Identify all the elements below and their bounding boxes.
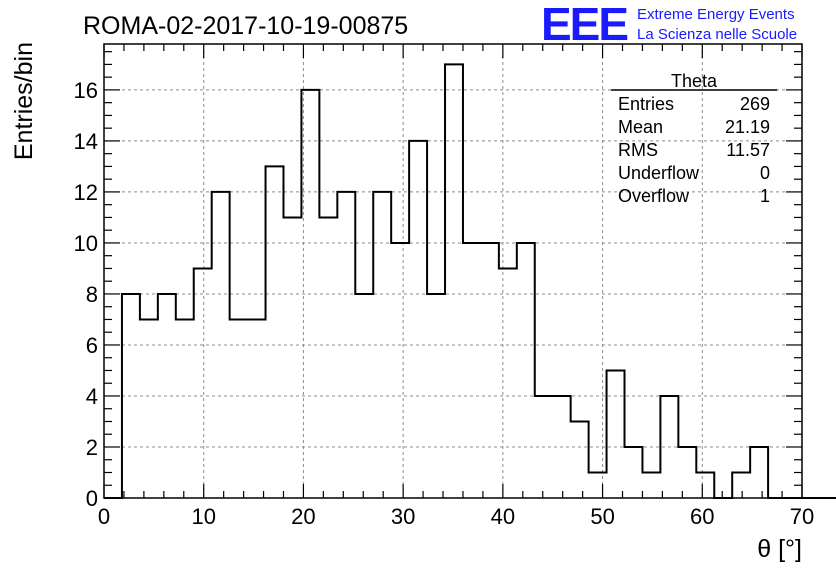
y-tick-label: 6 xyxy=(86,333,98,358)
histogram-bin xyxy=(571,421,589,498)
chart-title: ROMA-02-2017-10-19-00875 xyxy=(83,12,408,40)
histogram-bin xyxy=(283,217,301,498)
stats-mean-value: 21.19 xyxy=(725,117,770,137)
histogram-bin xyxy=(373,192,391,498)
histogram-bin xyxy=(140,319,158,498)
histogram-bin xyxy=(391,243,409,498)
stats-entries-label: Entries xyxy=(618,94,674,114)
stats-underflow-label: Underflow xyxy=(618,163,700,183)
histogram-bin xyxy=(463,243,481,498)
x-tick-label: 60 xyxy=(690,504,714,529)
eee-logo: EEE Extreme Energy Events La Scienza nel… xyxy=(541,0,797,50)
x-tick-label: 40 xyxy=(491,504,515,529)
histogram-bin xyxy=(409,141,427,498)
histogram-bin xyxy=(589,472,607,498)
y-tick-label: 2 xyxy=(86,435,98,460)
histogram-bin xyxy=(625,447,643,498)
y-tick-label: 12 xyxy=(74,180,98,205)
histogram-bin xyxy=(319,217,337,498)
histogram-bin xyxy=(158,294,176,498)
x-axis-label: θ [°] xyxy=(757,535,802,563)
stats-rms-value: 11.57 xyxy=(726,140,770,160)
histogram-bin xyxy=(642,472,660,498)
histogram-bin xyxy=(122,294,140,498)
histogram-bin xyxy=(481,243,499,498)
histogram-bin xyxy=(607,370,625,498)
histogram-bin xyxy=(535,396,553,498)
histogram-bin xyxy=(337,192,355,498)
histogram-bin xyxy=(176,319,194,498)
histogram-bin xyxy=(696,472,714,498)
histogram-bin xyxy=(355,294,373,498)
histogram-bin xyxy=(427,294,445,498)
stats-underflow-value: 0 xyxy=(760,163,770,183)
logo-mark: EEE xyxy=(541,0,627,50)
histogram-bin xyxy=(266,166,284,498)
y-axis-label: Entries/bin xyxy=(10,42,38,160)
histogram-bin xyxy=(212,192,230,498)
y-tick-label: 14 xyxy=(74,129,98,154)
histogram-bin xyxy=(750,447,768,498)
x-tick-label: 50 xyxy=(590,504,614,529)
axes-layer xyxy=(103,43,803,499)
histogram-bin xyxy=(445,64,463,498)
stats-entries-value: 269 xyxy=(740,94,770,114)
x-tick-label: 10 xyxy=(191,504,215,529)
y-tick-label: 4 xyxy=(86,384,98,409)
histogram-bin xyxy=(732,472,750,498)
logo-line-2: La Scienza nelle Scuole xyxy=(637,26,797,43)
y-tick-label: 0 xyxy=(86,486,98,511)
x-tick-label: 30 xyxy=(391,504,415,529)
histogram-bin xyxy=(678,447,696,498)
stats-box: Theta Entries 269 Mean 21.19 RMS 11.57 U… xyxy=(611,71,777,206)
stats-title: Theta xyxy=(671,71,718,91)
histogram-bin xyxy=(660,396,678,498)
histogram-bin xyxy=(499,268,517,498)
stats-overflow-value: 1 xyxy=(760,186,770,206)
plot-frame xyxy=(103,43,803,499)
histogram-bin xyxy=(248,319,266,498)
x-tick-label: 20 xyxy=(291,504,315,529)
stats-mean-label: Mean xyxy=(618,117,663,137)
x-tick-label: 0 xyxy=(98,504,110,529)
y-tick-label: 8 xyxy=(86,282,98,307)
stats-rms-label: RMS xyxy=(618,140,658,160)
x-tick-label: 70 xyxy=(790,504,814,529)
stats-overflow-label: Overflow xyxy=(618,186,690,206)
logo-line-1: Extreme Energy Events xyxy=(637,6,795,23)
histogram-bin xyxy=(194,268,212,498)
y-tick-label: 16 xyxy=(74,78,98,103)
histogram-bin xyxy=(230,319,248,498)
histogram-bin xyxy=(517,243,535,498)
histogram-bin xyxy=(301,90,319,498)
histogram-bin xyxy=(553,396,571,498)
y-tick-label: 10 xyxy=(74,231,98,256)
